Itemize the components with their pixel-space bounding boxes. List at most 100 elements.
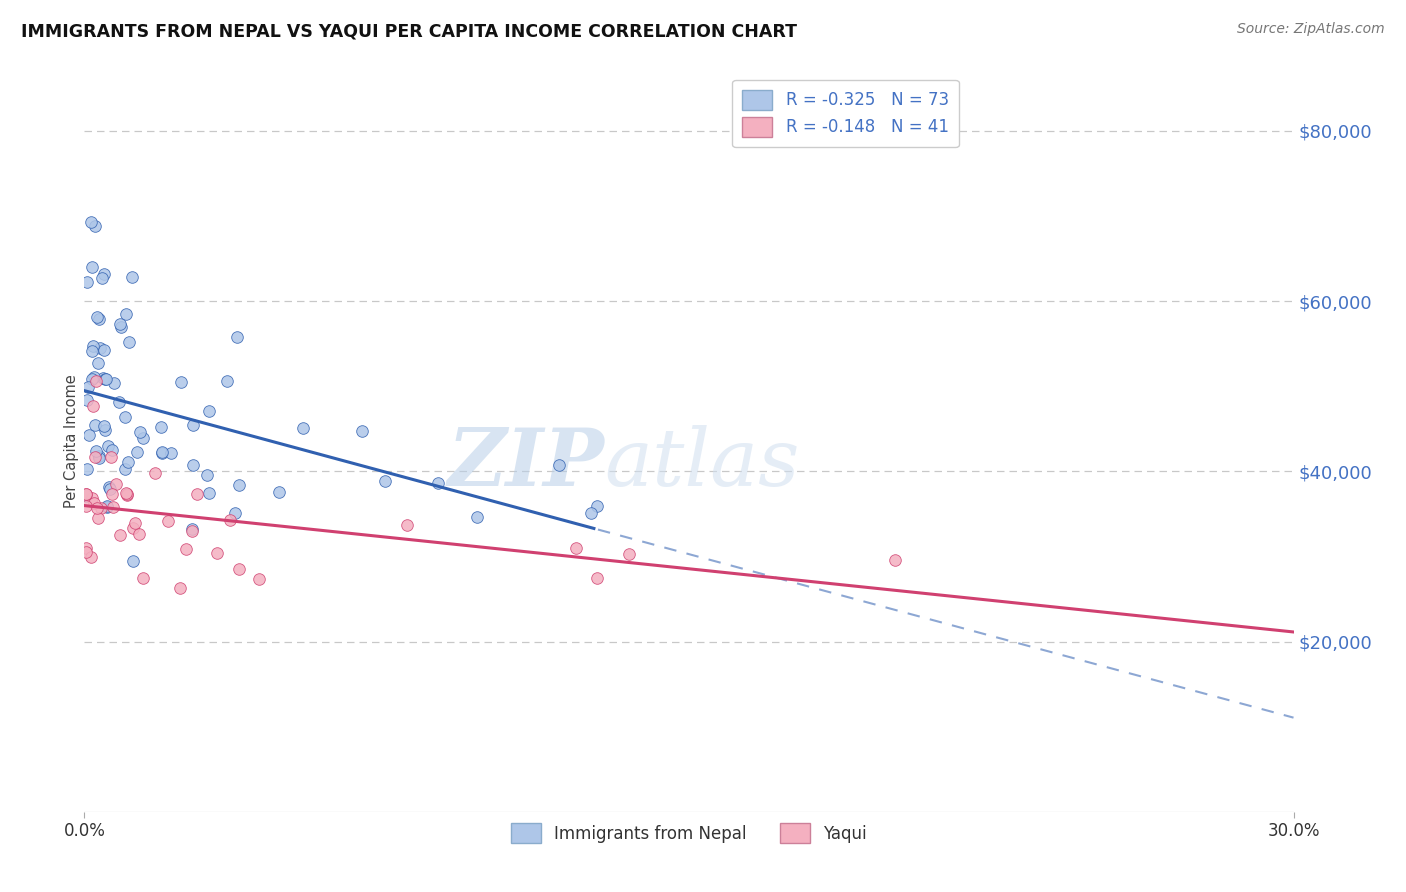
Point <box>97 439 120 453</box>
Point <box>207 546 229 560</box>
Point <box>77 380 100 394</box>
Point <box>292 420 315 434</box>
Point <box>124 516 146 530</box>
Point <box>96 500 118 514</box>
Point <box>103 500 125 515</box>
Point <box>83 495 105 509</box>
Point <box>101 486 124 500</box>
Point <box>150 444 173 458</box>
Point <box>115 486 138 500</box>
Point <box>82 399 104 413</box>
Point <box>224 506 246 520</box>
Point <box>115 488 138 502</box>
Point <box>86 443 108 458</box>
Point <box>157 514 180 528</box>
Point <box>82 338 104 352</box>
Point <box>117 454 139 468</box>
Text: IMMIGRANTS FROM NEPAL VS YAQUI PER CAPITA INCOME CORRELATION CHART: IMMIGRANTS FROM NEPAL VS YAQUI PER CAPIT… <box>21 22 797 40</box>
Point <box>181 458 204 472</box>
Point <box>93 372 115 386</box>
Point <box>548 458 571 472</box>
Point <box>110 528 132 542</box>
Text: atlas: atlas <box>605 425 800 502</box>
Point <box>75 499 97 513</box>
Point <box>108 318 131 332</box>
Point <box>100 442 122 457</box>
Point <box>115 487 138 501</box>
Y-axis label: Per Capita Income: Per Capita Income <box>63 375 79 508</box>
Point <box>249 572 271 586</box>
Point <box>80 260 103 275</box>
Point <box>75 541 97 555</box>
Point <box>579 506 602 520</box>
Point <box>267 485 290 500</box>
Point <box>103 376 125 390</box>
Point <box>170 375 193 389</box>
Point <box>114 307 136 321</box>
Point <box>93 343 115 358</box>
Point <box>87 356 110 370</box>
Point <box>198 403 221 417</box>
Point <box>98 480 121 494</box>
Point <box>105 476 128 491</box>
Point <box>77 428 100 442</box>
Point <box>75 489 97 503</box>
Point <box>83 369 105 384</box>
Point <box>86 510 108 524</box>
Point <box>180 522 202 536</box>
Point <box>585 571 607 585</box>
Point <box>465 509 488 524</box>
Point <box>174 542 197 557</box>
Point <box>86 500 108 515</box>
Point <box>122 554 145 568</box>
Point <box>225 329 247 343</box>
Point <box>84 450 107 464</box>
Point <box>132 571 155 585</box>
Point <box>149 420 172 434</box>
Point <box>118 335 141 350</box>
Point <box>395 518 418 533</box>
Point <box>374 475 396 489</box>
Point <box>80 550 103 565</box>
Point <box>108 394 131 409</box>
Point <box>93 267 115 281</box>
Point <box>89 311 111 326</box>
Point <box>186 487 208 501</box>
Point <box>150 446 173 460</box>
Point <box>586 499 609 513</box>
Point <box>132 431 155 445</box>
Point <box>114 410 136 425</box>
Point <box>98 482 121 496</box>
Point <box>76 276 98 290</box>
Point <box>198 486 221 500</box>
Point <box>86 374 108 388</box>
Point <box>883 553 905 567</box>
Point <box>82 343 104 358</box>
Point <box>83 418 105 433</box>
Point <box>76 392 98 407</box>
Point <box>128 526 150 541</box>
Point <box>86 310 108 324</box>
Text: ZIP: ZIP <box>447 425 605 502</box>
Point <box>143 466 166 480</box>
Point <box>565 541 588 555</box>
Point <box>90 501 112 516</box>
Point <box>76 462 98 476</box>
Point <box>215 375 238 389</box>
Point <box>89 341 111 355</box>
Point <box>181 524 204 538</box>
Point <box>94 423 117 437</box>
Point <box>75 487 97 501</box>
Point <box>80 215 103 229</box>
Point <box>619 547 641 561</box>
Point <box>80 491 103 506</box>
Point <box>121 270 143 285</box>
Point <box>219 513 242 527</box>
Point <box>96 499 118 513</box>
Point <box>427 476 450 491</box>
Point <box>228 562 250 576</box>
Point <box>89 450 111 465</box>
Point <box>114 461 136 475</box>
Point <box>197 467 219 482</box>
Point <box>122 521 145 535</box>
